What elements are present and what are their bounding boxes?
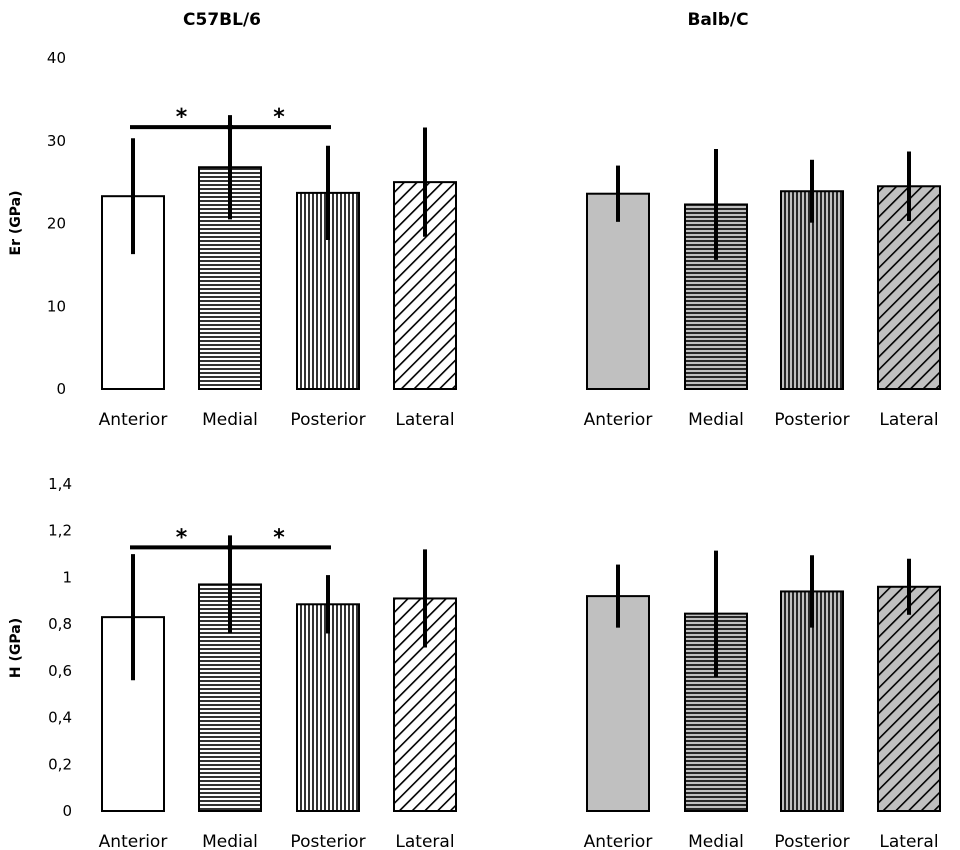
significance-star-h-2: * [273, 525, 285, 550]
category-label-h-balb-c: Medial [688, 832, 744, 850]
y-axis-label-h: H (GPa) [8, 618, 24, 678]
title-c57bl6: C57BL/6 [183, 10, 261, 30]
category-label-er-c57bl-6: Anterior [99, 410, 168, 430]
y-tick-label-er: 0 [56, 380, 66, 398]
panel-er: Er (GPa) 0 10 20 30 40 Anterior Medial Posterior… [8, 49, 941, 430]
category-label-h-balb-c: Lateral [879, 832, 938, 850]
bar-er-balb-c-anterior [586, 192, 650, 390]
y-tick-label-er: 40 [47, 49, 66, 67]
category-label-h-balb-c: Anterior [584, 832, 653, 850]
category-label-er-balb-c: Posterior [774, 410, 849, 430]
y-tick-label-er: 30 [47, 132, 66, 150]
significance-star-h-1: * [176, 525, 188, 550]
y-tick-label-er: 20 [47, 215, 66, 233]
bar-er-c57bl-6-lateral [393, 181, 457, 390]
y-tick-label-h: 1,2 [48, 522, 72, 540]
bar-h-c57bl-6-anterior [101, 616, 165, 813]
title-balbc: Balb/C [687, 10, 748, 30]
y-tick-label-h: 0,4 [48, 709, 72, 727]
category-label-er-balb-c: Lateral [879, 410, 938, 430]
y-tick-label-h: 0,2 [48, 755, 72, 773]
bar-h-c57bl-6-lateral [393, 597, 457, 813]
bar-er-balb-c-lateral [877, 185, 941, 390]
bar-h-balb-c-lateral [877, 585, 941, 812]
y-tick-label-er: 10 [47, 297, 66, 315]
significance-star-er-1: * [176, 105, 188, 130]
significance-star-er-2: * [273, 105, 285, 130]
category-label-h-c57bl-6: Posterior [290, 832, 365, 850]
y-tick-label-h: 0 [62, 802, 72, 820]
y-tick-label-h: 1,4 [48, 475, 72, 493]
y-tick-label-h: 0,6 [48, 662, 72, 680]
y-tick-label-h: 1 [62, 568, 72, 586]
bar-h-balb-c-posterior [780, 590, 844, 813]
category-label-er-c57bl-6: Posterior [290, 410, 365, 430]
category-label-er-balb-c: Anterior [584, 410, 653, 430]
category-label-er-c57bl-6: Medial [202, 410, 258, 430]
bar-er-balb-c-posterior [780, 190, 844, 390]
category-label-h-c57bl-6: Medial [202, 832, 258, 850]
bar-h-c57bl-6-posterior [296, 603, 360, 813]
panel-h: H (GPa) 0 0,2 0,4 0,6 0,8 1 1,2 1,4 Anterior Media… [8, 475, 941, 850]
category-label-h-c57bl-6: Anterior [99, 832, 168, 850]
category-label-h-c57bl-6: Lateral [395, 832, 454, 850]
y-tick-label-h: 0,8 [48, 615, 72, 633]
category-label-er-balb-c: Medial [688, 410, 744, 430]
y-axis-label-er: Er (GPa) [8, 191, 24, 256]
bar-h-balb-c-anterior [586, 595, 650, 812]
category-label-er-c57bl-6: Lateral [395, 410, 454, 430]
category-label-h-balb-c: Posterior [774, 832, 849, 850]
